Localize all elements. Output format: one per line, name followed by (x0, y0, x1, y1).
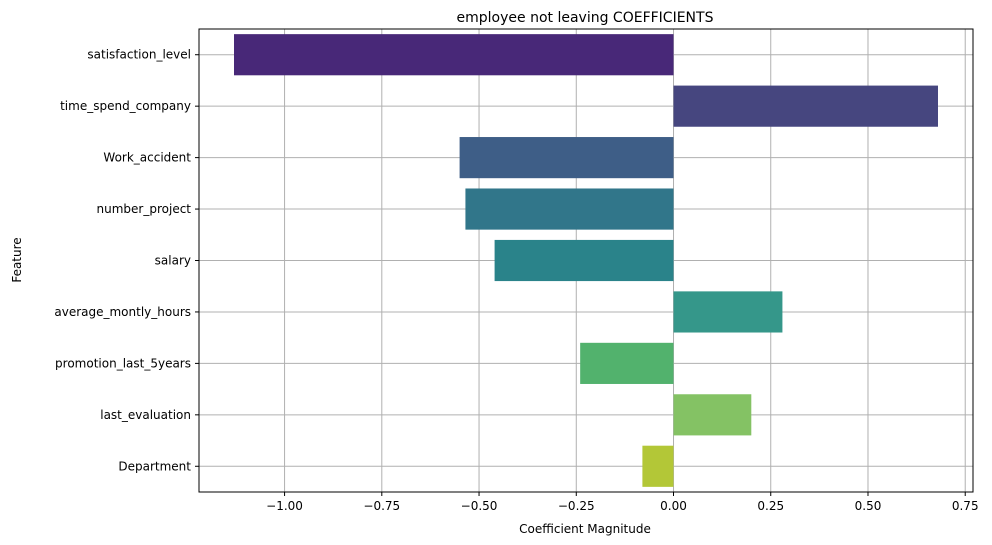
bar-satisfaction-level (234, 34, 674, 76)
y-tick-label: promotion_last_5years (55, 356, 191, 370)
y-tick-label: number_project (97, 202, 192, 216)
x-tick-label: −0.25 (558, 499, 595, 513)
bar-last-evaluation (673, 394, 752, 436)
bar-department (642, 445, 674, 487)
x-tick-label: 0.25 (757, 499, 784, 513)
x-tick-label: 0.00 (660, 499, 687, 513)
bar-time-spend-company (673, 85, 938, 127)
bar-number-project (465, 188, 674, 230)
y-tick-label: satisfaction_level (87, 48, 191, 62)
y-tick-label: average_montly_hours (54, 305, 191, 319)
x-tick-label: −0.75 (363, 499, 400, 513)
y-axis-ticks: satisfaction_level time_spend_company Work… (54, 48, 199, 473)
x-tick-label: 0.75 (952, 499, 979, 513)
bar-promotion-last-5years (580, 342, 674, 384)
x-tick-label: −1.00 (266, 499, 303, 513)
x-axis-ticks: −1.00 −0.75 −0.50 −0.25 0.00 0.25 0.50 0.75 (266, 492, 979, 513)
bar-salary (494, 239, 674, 282)
chart-title: employee not leaving COEFFICIENTS (457, 10, 714, 26)
bars (234, 34, 938, 487)
y-axis-label: Feature (10, 237, 24, 282)
y-tick-label: salary (155, 254, 191, 268)
bar-average-montly-hours (673, 291, 783, 333)
y-tick-label: Department (118, 459, 191, 473)
x-tick-label: 0.50 (855, 499, 882, 513)
y-tick-label: last_evaluation (100, 408, 191, 422)
y-tick-label: time_spend_company (60, 99, 191, 113)
x-tick-label: −0.50 (461, 499, 498, 513)
y-tick-label: Work_accident (103, 151, 191, 165)
x-axis-label: Coefficient Magnitude (519, 522, 651, 536)
plot-frame (198, 28, 974, 493)
bar-work-accident (459, 137, 674, 179)
